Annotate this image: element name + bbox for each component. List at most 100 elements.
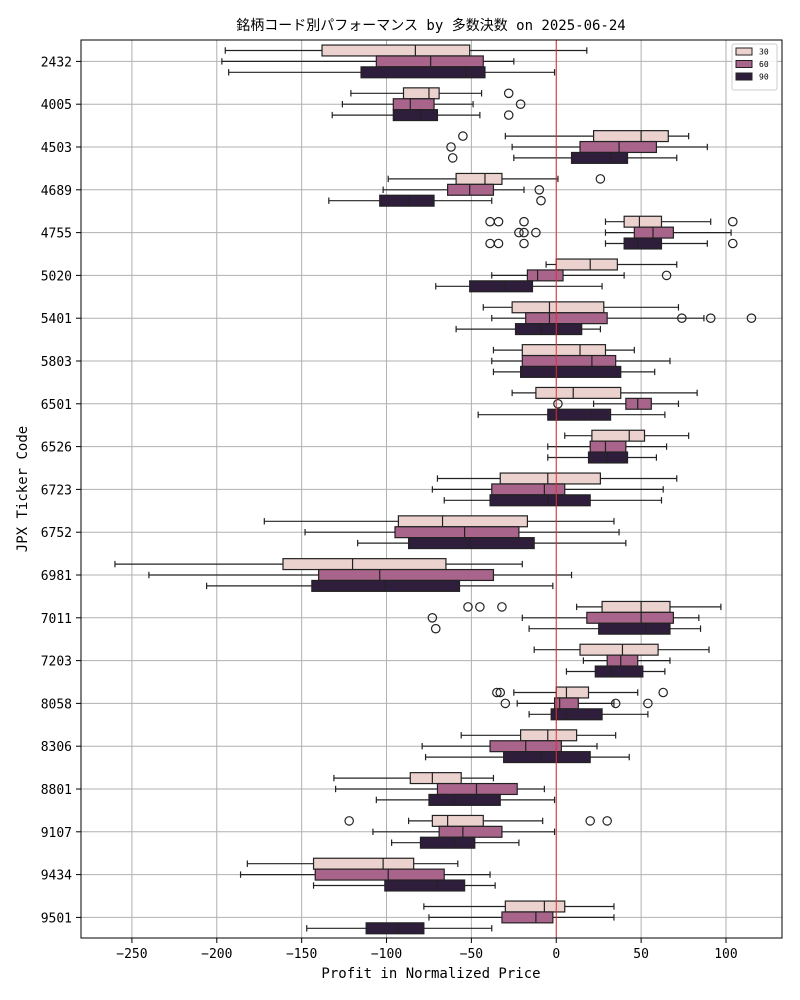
legend-swatch bbox=[735, 60, 753, 68]
box bbox=[591, 429, 646, 442]
outlier-point bbox=[497, 602, 507, 612]
box bbox=[586, 611, 674, 624]
box bbox=[570, 151, 629, 164]
box bbox=[521, 344, 607, 357]
outlier-point bbox=[485, 216, 495, 227]
outlier-point bbox=[661, 270, 672, 281]
legend-swatch bbox=[735, 72, 753, 81]
box bbox=[535, 386, 622, 399]
box bbox=[601, 600, 671, 613]
box bbox=[407, 537, 535, 550]
y-axis: 2432 4005 4503 4689 4755 5020 5401 5803 6501 6526… bbox=[41, 55, 81, 926]
box bbox=[579, 140, 657, 154]
box bbox=[392, 109, 439, 122]
outlier-point bbox=[746, 313, 757, 323]
y-tick-label: 4689 bbox=[41, 184, 72, 199]
outlier-point bbox=[475, 602, 485, 612]
box bbox=[394, 526, 520, 539]
box bbox=[520, 729, 578, 742]
outlier-point bbox=[519, 238, 529, 249]
x-tick-label: −250 bbox=[116, 947, 147, 962]
box bbox=[455, 172, 503, 185]
box bbox=[526, 269, 564, 282]
outlier-point bbox=[610, 698, 621, 709]
box bbox=[469, 280, 534, 293]
y-tick-label: 7203 bbox=[41, 655, 72, 670]
outlier-point bbox=[536, 195, 546, 206]
y-tick-label: 4503 bbox=[41, 141, 72, 156]
box bbox=[592, 130, 669, 143]
x-axis: −250 −200 −150 −100 −50 0 50 100 bbox=[116, 938, 738, 962]
outlier-point bbox=[458, 131, 468, 141]
box bbox=[312, 857, 415, 870]
legend: 30 60 90 bbox=[731, 43, 778, 91]
box bbox=[594, 665, 644, 678]
outlier-point bbox=[595, 174, 606, 184]
box bbox=[633, 226, 674, 239]
box bbox=[318, 568, 495, 582]
y-tick-label: 6501 bbox=[41, 398, 72, 413]
y-axis-label: JPX Ticker Code bbox=[15, 426, 31, 552]
box bbox=[321, 44, 471, 57]
box bbox=[606, 654, 639, 667]
x-tick-label: −100 bbox=[371, 947, 402, 962]
outlier-point bbox=[503, 88, 514, 99]
x-tick-label: −200 bbox=[201, 947, 232, 962]
outlier-point bbox=[446, 142, 456, 152]
chart-title: 銘柄コード別パフォーマンス by 多数決数 on 2025-06-24 bbox=[236, 17, 625, 34]
box bbox=[409, 772, 462, 785]
box bbox=[314, 868, 445, 881]
y-tick-label: 8801 bbox=[41, 783, 72, 798]
box bbox=[282, 558, 447, 571]
y-tick-label: 9107 bbox=[41, 826, 72, 841]
x-tick-label: −50 bbox=[460, 947, 483, 962]
box bbox=[499, 472, 601, 485]
outlier-point bbox=[705, 313, 716, 323]
box bbox=[547, 408, 612, 421]
outlier-point bbox=[515, 99, 526, 109]
box bbox=[365, 922, 425, 935]
outlier-point bbox=[602, 816, 612, 826]
legend-label: 90 bbox=[759, 73, 769, 82]
y-tick-label: 6526 bbox=[41, 441, 72, 456]
x-tick-label: 0 bbox=[552, 947, 560, 962]
x-axis-label: Profit in Normalized Price bbox=[321, 966, 540, 982]
outlier-point bbox=[677, 313, 687, 323]
outlier-point bbox=[531, 227, 541, 238]
outlier-point bbox=[463, 602, 473, 612]
outlier-point bbox=[344, 816, 354, 826]
y-tick-label: 5803 bbox=[41, 355, 72, 370]
legend-label: 60 bbox=[759, 60, 769, 69]
y-tick-label: 9501 bbox=[41, 911, 72, 926]
outlier-point bbox=[493, 238, 504, 249]
outlier-point bbox=[658, 687, 668, 698]
box bbox=[428, 793, 501, 806]
box bbox=[419, 836, 476, 849]
box bbox=[379, 194, 435, 207]
outlier-point bbox=[534, 185, 545, 195]
box bbox=[625, 397, 652, 410]
outlier-point bbox=[514, 227, 524, 238]
box bbox=[402, 87, 440, 100]
y-tick-label: 7011 bbox=[41, 612, 72, 627]
box bbox=[587, 451, 629, 464]
box bbox=[491, 483, 566, 496]
outlier-point bbox=[500, 698, 511, 709]
box bbox=[447, 183, 495, 196]
outlier-point bbox=[585, 816, 596, 826]
box bbox=[553, 697, 579, 710]
outlier-point bbox=[519, 216, 529, 227]
outlier-point bbox=[495, 687, 506, 698]
box bbox=[579, 643, 659, 656]
outlier-point bbox=[553, 398, 563, 409]
box bbox=[360, 66, 486, 79]
box bbox=[501, 911, 554, 924]
box bbox=[431, 814, 484, 827]
outlier-point bbox=[430, 623, 441, 634]
x-tick-label: 50 bbox=[633, 947, 649, 962]
outlier-point bbox=[727, 216, 738, 227]
box bbox=[392, 98, 435, 111]
box bbox=[555, 258, 618, 271]
y-tick-label: 4755 bbox=[41, 227, 72, 242]
box bbox=[623, 237, 663, 250]
